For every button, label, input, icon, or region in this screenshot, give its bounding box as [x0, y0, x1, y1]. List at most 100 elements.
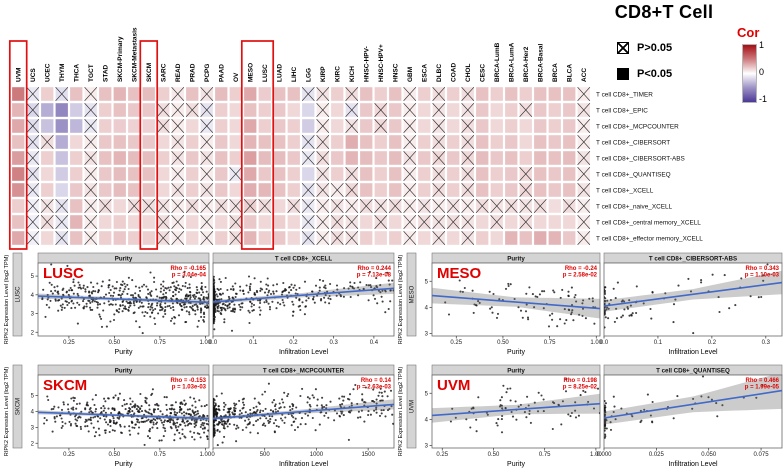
data-point — [93, 435, 96, 438]
data-point — [672, 303, 676, 306]
data-point — [123, 399, 126, 402]
data-point — [151, 388, 154, 391]
data-point — [367, 299, 370, 302]
data-point — [222, 420, 225, 423]
nonsig-cross-icon — [287, 198, 301, 214]
data-point — [108, 303, 111, 306]
data-point — [501, 414, 504, 418]
data-point — [118, 410, 121, 414]
x-axis-title: Purity — [115, 461, 133, 468]
data-point — [283, 304, 286, 307]
data-point — [560, 423, 563, 426]
data-point — [261, 288, 264, 291]
data-point — [188, 408, 191, 411]
data-point — [127, 309, 130, 312]
data-point — [205, 290, 208, 293]
data-point — [540, 394, 543, 397]
heatmap-cell — [447, 119, 460, 133]
data-point — [495, 316, 499, 319]
data-point — [163, 420, 166, 424]
data-point — [141, 311, 144, 314]
heatmap-cell — [490, 135, 503, 149]
data-point — [259, 417, 262, 420]
data-point — [380, 409, 383, 412]
data-point — [181, 433, 184, 436]
data-point — [250, 302, 253, 305]
heatmap-column-label: STAD — [103, 64, 110, 82]
data-point — [274, 419, 277, 422]
data-point — [131, 294, 134, 297]
heatmap-cell — [186, 151, 199, 165]
y-tick-label: 5 — [31, 274, 35, 280]
data-point — [192, 397, 196, 400]
data-point — [609, 421, 612, 424]
data-point — [604, 286, 607, 289]
data-point — [304, 412, 307, 415]
nonsig-cross-icon — [388, 198, 402, 214]
data-point — [307, 297, 310, 300]
data-point — [547, 325, 551, 328]
data-point — [621, 314, 624, 317]
data-point — [587, 400, 590, 403]
data-point — [139, 407, 142, 411]
data-point — [205, 422, 208, 425]
data-point — [183, 421, 186, 424]
data-point — [240, 412, 243, 415]
data-point — [119, 425, 122, 428]
heatmap-cell — [55, 119, 68, 133]
heatmap-cell — [258, 103, 271, 117]
data-point — [223, 318, 226, 321]
data-point — [90, 422, 93, 425]
data-point — [521, 316, 524, 319]
data-point — [118, 307, 121, 311]
x-tick-label: 1500 — [361, 452, 375, 458]
data-point — [94, 394, 97, 397]
data-point — [376, 286, 379, 289]
data-point — [292, 420, 295, 424]
nonsig-cross-icon — [200, 166, 214, 182]
heatmap-cell — [12, 151, 25, 165]
data-point — [112, 417, 115, 420]
nonsig-cross-icon — [301, 198, 315, 214]
data-point — [581, 302, 584, 305]
rho-annotation: Rho = 0.244 — [357, 266, 391, 272]
data-point — [127, 287, 130, 291]
data-point — [247, 422, 250, 425]
data-point — [112, 291, 116, 294]
data-point — [60, 408, 64, 411]
data-point — [273, 405, 277, 408]
data-point — [213, 401, 215, 404]
highlight-box — [8, 40, 28, 250]
heatmap-cell — [418, 231, 431, 245]
heatmap-cell — [157, 151, 170, 165]
nonsig-cross-icon — [156, 214, 170, 230]
data-point — [283, 406, 286, 409]
data-point — [604, 291, 606, 294]
data-point — [52, 407, 55, 410]
nonsig-cross-icon — [403, 150, 417, 166]
data-point — [223, 321, 226, 324]
data-point — [194, 309, 197, 312]
heatmap-cell — [563, 167, 576, 181]
data-point — [500, 431, 504, 434]
heatmap-cell — [360, 87, 373, 101]
data-point — [499, 399, 502, 402]
heatmap-cell — [70, 119, 83, 133]
data-point — [134, 285, 137, 288]
data-point — [162, 289, 166, 292]
data-point — [80, 410, 83, 413]
data-point — [172, 306, 175, 309]
nonsig-cross-icon — [301, 214, 315, 230]
legend-significant: P<0.05 — [617, 68, 672, 80]
data-point — [217, 408, 220, 411]
data-point — [202, 320, 206, 323]
data-point — [126, 412, 129, 415]
data-point — [183, 399, 186, 402]
heatmap-cell — [505, 183, 518, 197]
data-point — [386, 271, 389, 274]
data-point — [458, 279, 461, 282]
data-point — [323, 296, 326, 299]
data-point — [108, 283, 111, 287]
data-point — [143, 443, 146, 446]
data-point — [224, 414, 227, 417]
